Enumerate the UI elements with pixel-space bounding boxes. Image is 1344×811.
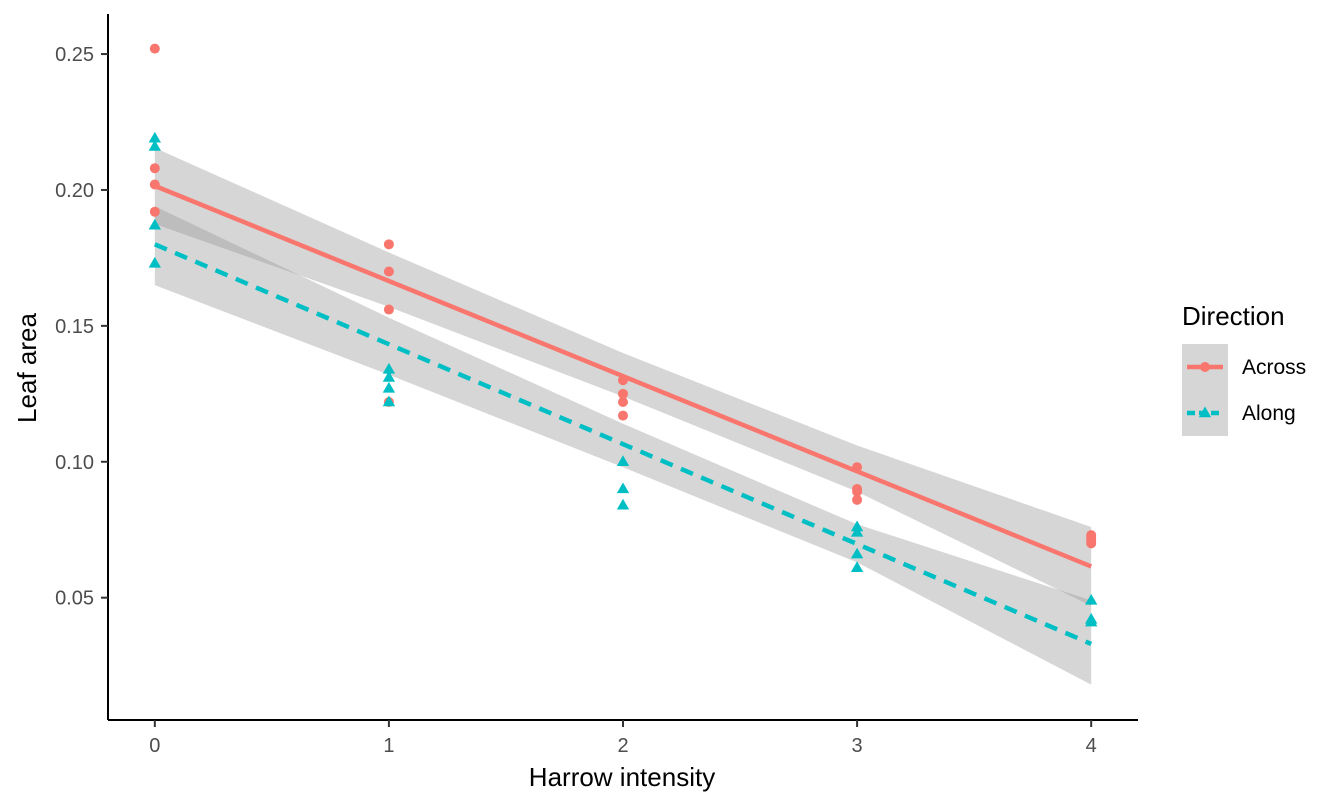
- x-tick-label: 4: [1086, 735, 1097, 757]
- data-point-along: [850, 520, 864, 532]
- data-point-along: [850, 525, 864, 537]
- data-point-along: [850, 547, 864, 559]
- data-point-across: [149, 206, 160, 217]
- legend: Direction Across Along: [1182, 301, 1306, 436]
- data-point-across: [618, 375, 628, 386]
- x-axis-title: Harrow intensity: [529, 762, 715, 792]
- legend-label-along: Along: [1242, 402, 1296, 425]
- y-tick-label: 0.15: [55, 316, 94, 338]
- data-point-across: [618, 410, 628, 421]
- y-tick-label: 0.25: [55, 44, 94, 66]
- data-point-along: [382, 362, 396, 374]
- data-point-along: [382, 395, 396, 407]
- regression-line-along: [153, 242, 1093, 646]
- data-point-across: [383, 304, 394, 315]
- legend-key-marker-along: [1198, 406, 1212, 418]
- legend-label-across: Across: [1242, 356, 1306, 379]
- legend-title: Direction: [1182, 301, 1285, 331]
- data-point-along: [616, 455, 630, 467]
- data-point-along: [148, 131, 161, 143]
- data-point-along: [1085, 615, 1098, 627]
- data-point-across: [383, 239, 394, 250]
- data-point-along: [148, 218, 161, 230]
- data-point-along: [850, 561, 864, 573]
- x-tick-label: 2: [617, 735, 628, 757]
- data-point-along: [382, 371, 396, 382]
- x-tick-label: 3: [852, 735, 863, 757]
- data-point-across: [149, 163, 160, 174]
- data-point-along: [382, 381, 396, 393]
- legend-keys: Across Along: [1182, 344, 1306, 436]
- data-point-across: [149, 43, 160, 54]
- x-tick-label: 1: [383, 735, 394, 757]
- data-point-along: [1085, 593, 1098, 605]
- data-point-along: [616, 498, 630, 510]
- y-tick-label: 0.20: [55, 180, 94, 202]
- data-points: [148, 43, 1098, 627]
- y-axis-title: Leaf area: [12, 313, 42, 423]
- data-point-across: [852, 486, 863, 497]
- data-point-along: [616, 482, 630, 494]
- legend-key-marker-across: [1200, 362, 1210, 372]
- data-point-across: [1086, 538, 1097, 549]
- data-point-across: [852, 462, 863, 473]
- data-point-along: [148, 139, 161, 151]
- data-point-across: [149, 179, 160, 190]
- y-tick-label: 0.10: [55, 452, 94, 474]
- y-tick-label: 0.05: [55, 588, 94, 610]
- data-point-across: [852, 494, 863, 505]
- x-tick-label: 0: [149, 735, 160, 757]
- data-point-along: [148, 256, 161, 268]
- data-point-across: [618, 388, 628, 399]
- data-point-across: [618, 396, 628, 407]
- data-point-across: [383, 266, 394, 277]
- axes: 0 1 2 3 4 0.05 0.10 0.15 0.20 0.25: [55, 14, 1138, 757]
